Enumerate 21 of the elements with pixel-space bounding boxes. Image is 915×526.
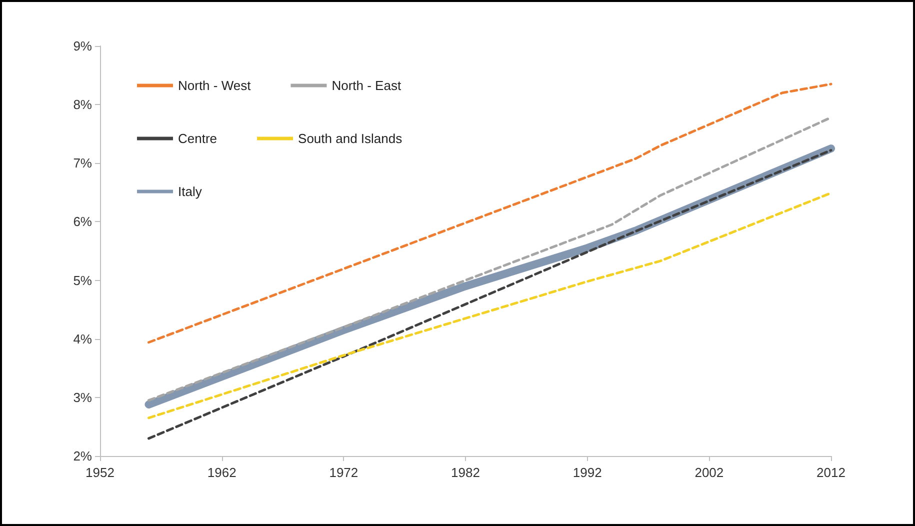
y-tick-label: 4% xyxy=(73,331,92,346)
legend-label: North - West xyxy=(178,78,252,93)
y-tick-label: 7% xyxy=(73,156,92,171)
x-tick-label: 1952 xyxy=(86,465,114,480)
legend-label: South and Islands xyxy=(298,131,403,146)
x-tick-label: 1982 xyxy=(451,465,480,480)
line-series xyxy=(147,82,832,344)
x-tick-label: 1992 xyxy=(572,465,602,480)
x-tick-label: 2012 xyxy=(816,465,846,480)
y-tick-label: 9% xyxy=(73,38,92,54)
y-tick-label: 5% xyxy=(73,272,92,288)
y-tick-label: 2% xyxy=(73,448,92,464)
legend-label: North - East xyxy=(332,78,402,93)
y-tick-label: 6% xyxy=(73,214,92,230)
x-tick-label: 2002 xyxy=(694,465,724,480)
y-tick-label: 8% xyxy=(73,97,92,112)
x-tick-label: 1962 xyxy=(207,465,236,480)
x-tick-label: 1972 xyxy=(329,465,358,480)
legend-label: Italy xyxy=(178,184,202,199)
legend-label: Centre xyxy=(178,131,218,146)
y-tick-label: 3% xyxy=(73,390,92,405)
